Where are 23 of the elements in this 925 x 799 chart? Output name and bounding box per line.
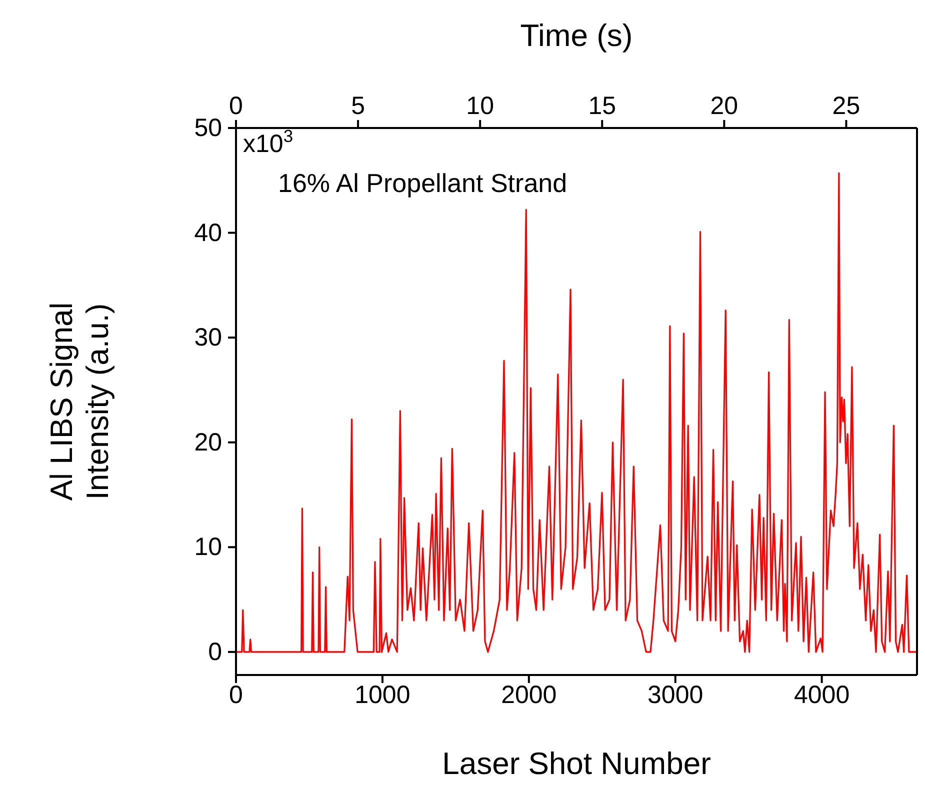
y-tick-label: 0 bbox=[208, 638, 222, 666]
y-tick-label: 20 bbox=[194, 428, 222, 456]
y-tick-label: 40 bbox=[194, 218, 222, 247]
y-axis-title: Al LIBS Signal Intensity (a.u.) bbox=[44, 302, 115, 501]
x-tick-label: 1000 bbox=[354, 680, 410, 709]
annotation: x10$^{3}$ bbox=[243, 126, 294, 158]
y-tick-label: 30 bbox=[194, 324, 222, 352]
x-tick-label: 4000 bbox=[794, 680, 850, 709]
x2-tick-label: 20 bbox=[710, 92, 738, 120]
x-tick-label: 0 bbox=[229, 680, 243, 709]
x2-tick-label: 0 bbox=[229, 92, 243, 120]
line-series bbox=[236, 172, 917, 653]
x2-tick-label: 25 bbox=[832, 92, 860, 120]
y-tick-label: 10 bbox=[194, 533, 222, 562]
x-axis-title: Laser Shot Number bbox=[442, 746, 711, 781]
annotation: 16% Al Propellant Strand bbox=[278, 168, 568, 199]
x2-tick-label: 15 bbox=[588, 92, 616, 120]
x2-tick-label: 5 bbox=[351, 92, 365, 120]
x2-axis-title: Time (s) bbox=[520, 18, 633, 53]
x-tick-label: 2000 bbox=[501, 680, 557, 709]
x-tick-label: 3000 bbox=[648, 680, 704, 709]
y-tick-label: 50 bbox=[194, 114, 222, 142]
x2-tick-label: 10 bbox=[466, 92, 494, 120]
